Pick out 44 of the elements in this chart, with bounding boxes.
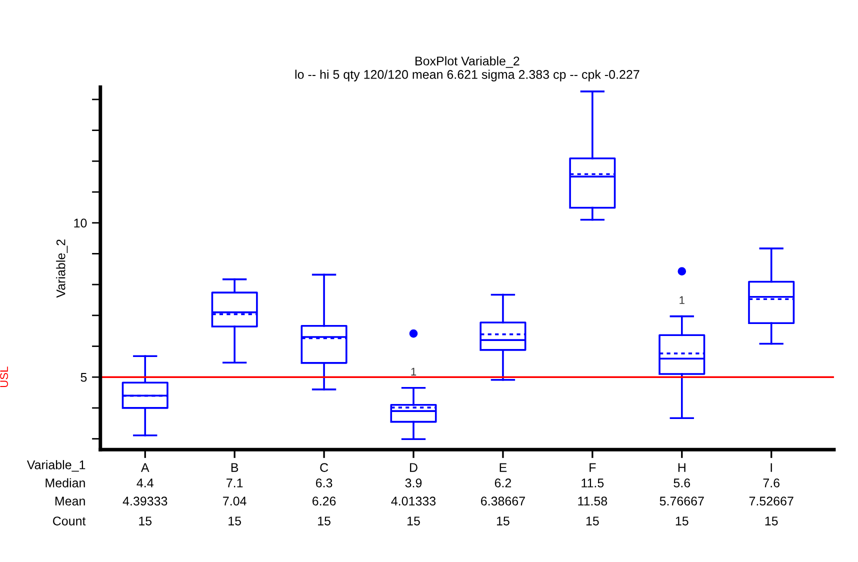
text: 7.52667 bbox=[749, 496, 794, 506]
annotation: 1 bbox=[680, 296, 684, 304]
x-axis-title: Variable_1 bbox=[26, 460, 86, 472]
text: 4.01333 bbox=[391, 496, 436, 506]
text: 11.58 bbox=[578, 496, 608, 506]
x-tick-label: H bbox=[678, 463, 686, 472]
text: 15 bbox=[228, 516, 242, 526]
chart-subtitle: lo -- hi 5 qty 120/120 mean 6.621 sigma 2.383 cp -- cpk -0.227 bbox=[295, 70, 640, 82]
x-tick-label: E bbox=[500, 463, 507, 472]
text: 5.6 bbox=[674, 478, 690, 488]
text: 15 bbox=[408, 516, 420, 526]
text: 5.76667 bbox=[660, 496, 704, 506]
x-tick-label: D bbox=[410, 463, 418, 472]
y-tick-label: 5 bbox=[80, 373, 87, 382]
text: 3.9 bbox=[405, 478, 422, 488]
text: 15 bbox=[318, 516, 330, 526]
text: 7.04 bbox=[223, 496, 246, 506]
text: 4.39333 bbox=[122, 496, 168, 506]
text: Median bbox=[46, 478, 85, 488]
text: 11.5 bbox=[582, 478, 604, 488]
annotation: 1 bbox=[411, 368, 416, 376]
text: 6.26 bbox=[312, 496, 336, 506]
text: 15 bbox=[496, 516, 510, 526]
text: 15 bbox=[765, 516, 778, 526]
text: 6.2 bbox=[494, 478, 512, 488]
text: 7.6 bbox=[763, 478, 780, 488]
x-tick-label: A bbox=[140, 463, 150, 472]
x-tick-label: F bbox=[590, 463, 596, 472]
text: 7.1 bbox=[226, 478, 243, 488]
text: 4.4 bbox=[136, 478, 154, 488]
y-axis-title: Variable_2 bbox=[56, 240, 68, 298]
text: Count bbox=[52, 516, 86, 526]
text: 6.3 bbox=[316, 478, 332, 488]
text: 15 bbox=[139, 516, 152, 526]
y-tick-label: 10 bbox=[74, 218, 87, 228]
x-tick-label: I bbox=[770, 463, 772, 472]
ref-line-label: USL bbox=[0, 366, 8, 388]
text: Mean bbox=[55, 496, 85, 506]
text: 6.38667 bbox=[481, 496, 525, 506]
text: 15 bbox=[676, 516, 688, 526]
chart-title: BoxPlot Variable_2 bbox=[416, 56, 520, 68]
x-tick-label: C bbox=[320, 463, 328, 472]
x-tick-label: B bbox=[231, 463, 238, 472]
text: 15 bbox=[586, 516, 599, 526]
